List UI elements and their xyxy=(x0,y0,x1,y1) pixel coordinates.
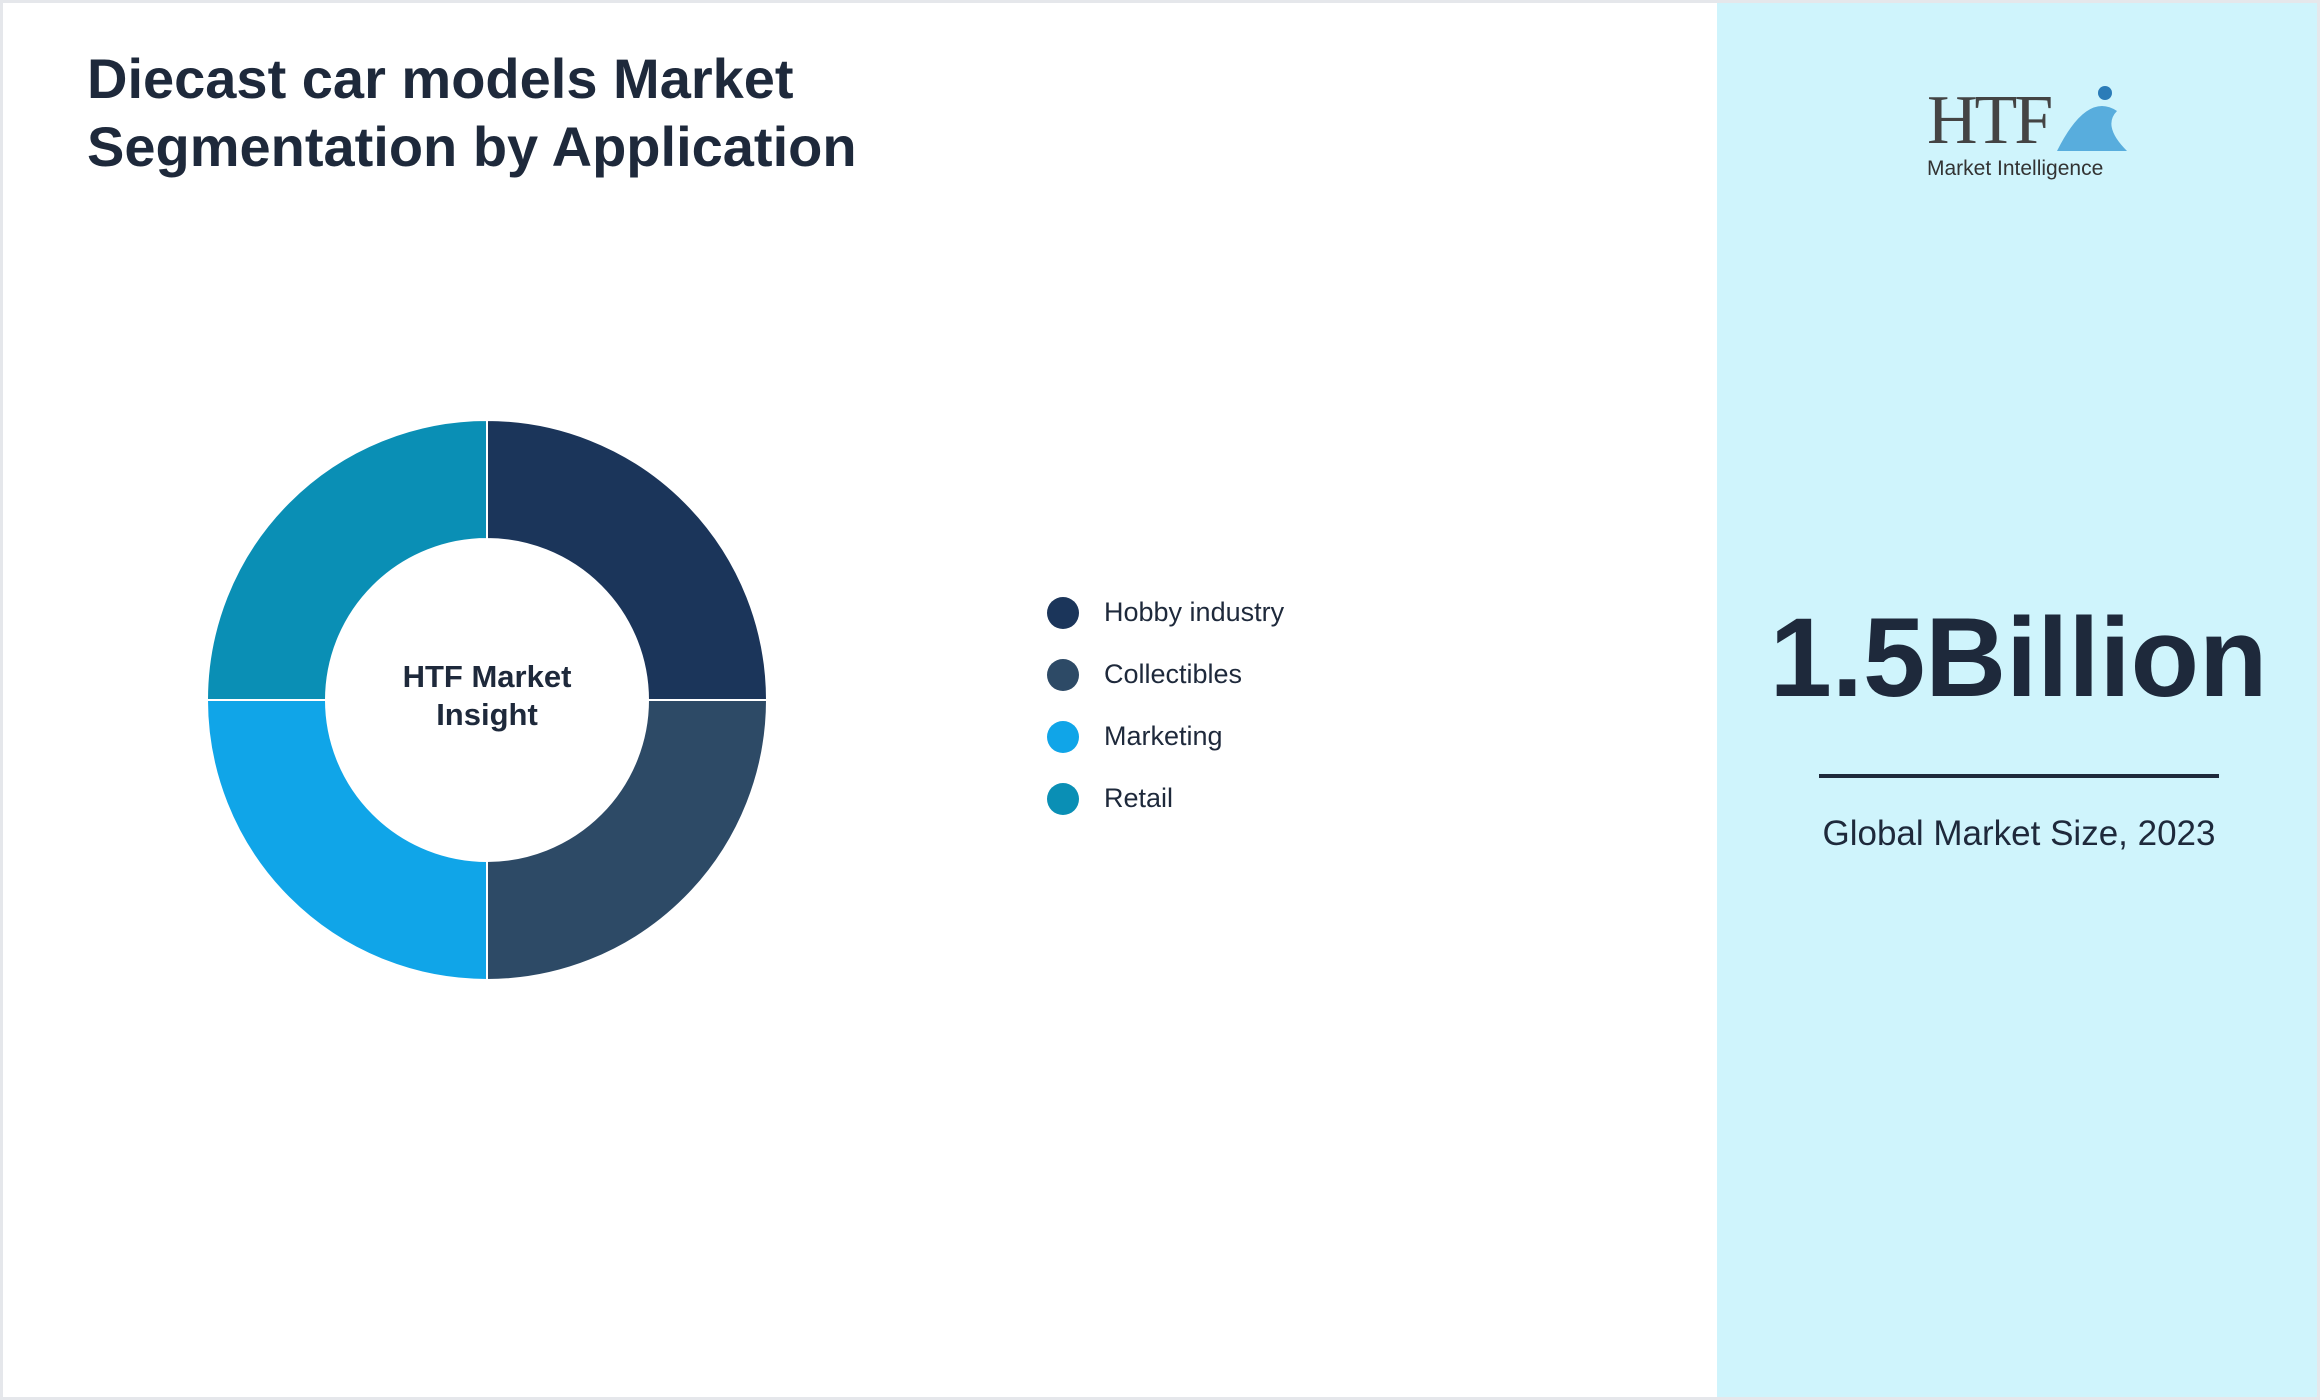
logo-mark: HTF xyxy=(1927,82,2053,159)
legend-swatch xyxy=(1047,783,1079,815)
logo-icon xyxy=(2057,86,2127,151)
legend-swatch xyxy=(1047,597,1079,629)
legend-swatch xyxy=(1047,721,1079,753)
side-panel: HTF Market Intelligence 1.5Billion Globa… xyxy=(1717,3,2317,1397)
logo-text: Market Intelligence xyxy=(1927,157,2104,180)
pie-slice xyxy=(205,699,488,982)
divider xyxy=(1819,774,2219,778)
market-caption: Global Market Size, 2023 xyxy=(1822,814,2216,853)
pie-slice xyxy=(205,418,488,701)
center-label: HTF Market Insight xyxy=(402,659,572,732)
market-value: 1.5Billion xyxy=(1769,595,2268,720)
legend-label: Hobby industry xyxy=(1104,597,1285,627)
legend-swatch xyxy=(1047,659,1079,691)
chart-title: Diecast car models Market Segmentation b… xyxy=(87,47,857,178)
chart: Hobby industry Collectibles Marketing Retai… xyxy=(205,418,1285,982)
pie-slice xyxy=(486,699,769,982)
legend-label: Collectibles xyxy=(1104,659,1242,689)
pie-slice xyxy=(486,418,769,701)
legend-label: Marketing xyxy=(1104,721,1223,751)
legend-label: Retail xyxy=(1104,783,1173,813)
